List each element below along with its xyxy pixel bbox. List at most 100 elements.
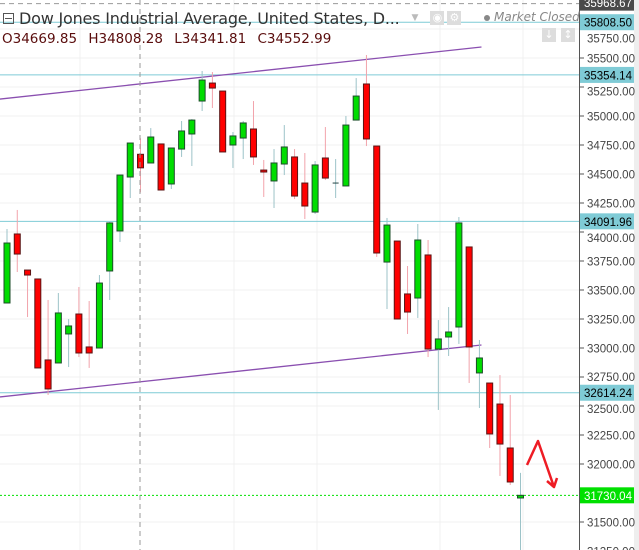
gear-icon[interactable]: ⚙ [447,11,462,25]
candle-body [486,382,494,435]
candle-body [383,224,391,263]
market-status-text: Market Closed [494,10,580,24]
tick-label: 33750.00 [587,257,635,269]
candle-body [116,174,124,232]
tick-label: 35250.00 [587,86,635,98]
horizontal-lines[interactable] [0,21,579,496]
candle-body [373,145,381,254]
tick-label: 35750.00 [587,34,635,46]
tick-label: 35000.00 [587,112,635,124]
last-price-label-bg [580,487,634,504]
trend-lines[interactable] [0,46,482,398]
candle-body [198,79,206,102]
candle-body [178,130,186,150]
close-value: C34552.99 [257,31,332,47]
price-labels: 35808.50 35354.14 34091.96 32614.24 31730.04… [580,0,634,504]
candle-body [188,119,196,135]
candle-body [95,282,103,349]
last-price-label: 31730.04 [584,491,633,503]
price-axis[interactable] [580,0,639,550]
tick-label: 33000.00 [587,344,635,356]
candle-body [85,346,93,354]
market-status: Market Closed [484,10,580,24]
candle-body [219,90,227,153]
tick-label: 35500.00 [587,54,635,66]
candles [3,54,524,550]
trend-line [0,344,482,398]
scrollbar[interactable] [634,0,639,550]
candle-body [455,222,463,328]
price-label: 35808.50 [584,18,632,30]
candle-body [167,147,175,185]
tick-label: 34750.00 [587,141,635,153]
ohlc-values: O34669.85 H34808.28 L34341.81 C34552.99 [2,31,338,47]
candle-body [475,357,483,374]
candle-body [362,83,370,140]
tick-label: 34000.00 [587,233,635,245]
candle-body [65,325,73,335]
grid [0,0,579,550]
candle-body [301,182,309,207]
candle-body [126,142,134,178]
open-value: O34669.85 [2,31,78,47]
candle-body [13,233,21,255]
high-value: H34808.28 [88,31,163,47]
crosshair-price-label: 35968.67 [584,0,632,10]
dropdown-icon[interactable]: ▼ [411,13,419,23]
tick-label: 34250.00 [587,199,635,211]
symbol-title[interactable]: Dow Jones Industrial Average, United Sta… [19,8,400,28]
tick-label: 32000.00 [587,460,635,472]
candle-body [75,313,83,354]
candle-body [249,128,257,158]
candle-body [239,122,247,139]
candle-body [280,146,288,165]
candle-body [34,278,42,369]
candle-body [321,157,329,179]
candle-body [147,136,155,164]
candle-body [229,135,237,146]
price-label-bg [580,213,634,230]
tick-label: 32250.00 [587,431,635,443]
candle-body [404,293,412,313]
candle-body [106,222,114,272]
candle-body [24,269,32,276]
candle-body [208,82,216,89]
price-label: 35354.14 [584,70,633,82]
candle-body [465,246,473,348]
red-arrow-drawing-icon[interactable] [525,439,559,489]
legend-header: Dow Jones Industrial Average, United Sta… [0,7,462,29]
candle-body [517,494,524,499]
candle-body [352,95,360,121]
candle-body [44,359,52,390]
eye-icon[interactable]: ◉ [430,11,445,25]
low-value: L34341.81 [174,31,247,47]
candle-body [291,156,299,197]
candle-body [270,162,278,182]
tick-label: 34500.00 [587,170,635,182]
arrows-vertical-icon[interactable]: ↕ [561,28,575,42]
candle-body [445,331,453,338]
candle-body [137,153,145,169]
candle-body [3,242,11,304]
candle-body [260,169,268,173]
candle-body [506,447,514,483]
tick-label: 33500.00 [587,286,635,298]
candle-body [414,239,422,299]
price-label-bg [580,384,634,401]
collapse-icon[interactable] [3,12,14,24]
price-axis-ticks: 31250.00 31500.00 32000.00 32250.00 32500.00… [580,28,635,550]
trend-line [0,46,482,100]
tick-label: 32500.00 [587,404,635,416]
candle-body [342,124,350,187]
price-label: 34091.96 [584,217,632,229]
candle-body [424,254,432,350]
candle-body [54,312,62,364]
price-label: 32614.24 [584,388,633,400]
tick-label: 31500.00 [587,518,635,530]
price-label-bg [580,66,634,83]
tick-label: 31250.00 [587,547,635,550]
status-dot-icon [484,14,490,21]
arrow-down-icon[interactable]: ↓ [542,28,556,42]
candle-body [393,240,401,320]
